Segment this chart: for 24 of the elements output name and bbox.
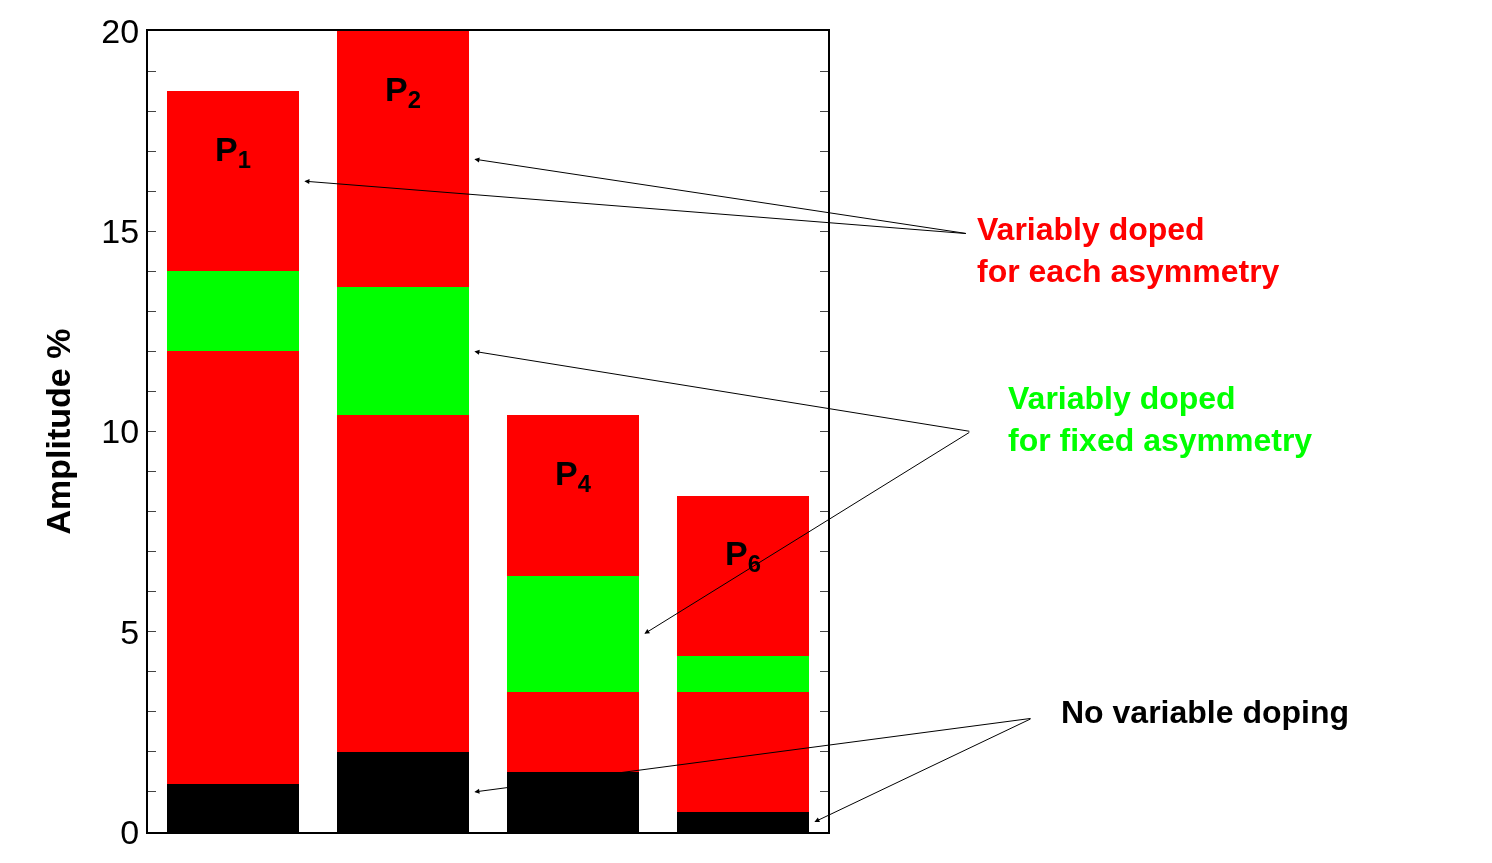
bar: [676, 691, 810, 812]
y-tick-label: 20: [101, 11, 140, 50]
text: No variable doping: [1061, 694, 1350, 730]
bar: [676, 655, 810, 692]
y-tick-label: 15: [101, 212, 140, 251]
y-tick-label: 5: [120, 612, 140, 651]
x-tick-label: P$_{2}$: [385, 70, 421, 114]
y-tick-label: 0: [120, 812, 140, 851]
bar: [166, 351, 300, 784]
bar: [676, 495, 810, 656]
bar: [166, 271, 300, 352]
text: Variably doped for fixed asymmetry: [1008, 380, 1313, 458]
y-axis-title: Amplitude %: [39, 328, 78, 535]
bar: [166, 91, 300, 272]
bar: [506, 575, 640, 692]
bar: [336, 31, 470, 288]
bar: [506, 415, 640, 576]
text: Variably doped for each asymmetry: [977, 211, 1280, 289]
y-tick-label: 10: [101, 412, 140, 451]
x-tick-label: P$_{1}$: [215, 130, 251, 174]
bar: [336, 287, 470, 416]
bar: [506, 691, 640, 772]
bar: [336, 415, 470, 752]
x-tick-label: P$_{4}$: [555, 454, 592, 498]
